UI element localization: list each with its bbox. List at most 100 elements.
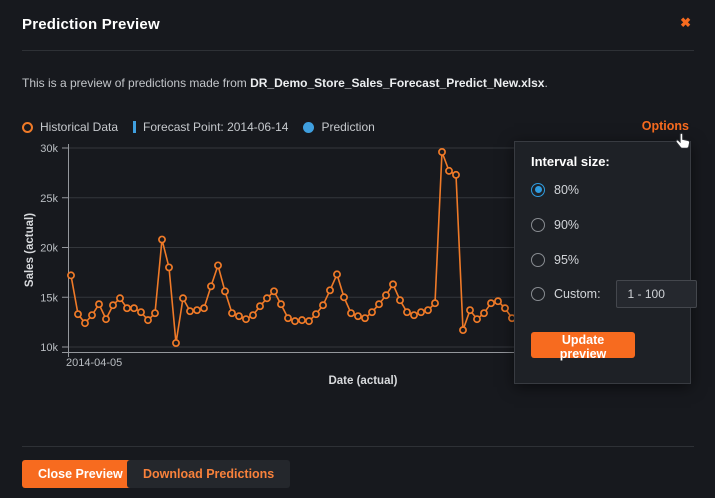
data-point-marker [396, 296, 404, 305]
close-icon[interactable]: ✖ [680, 15, 691, 30]
data-point-marker [410, 311, 418, 320]
download-predictions-button[interactable]: Download Predictions [127, 460, 291, 488]
legend-label-historical: Historical Data [40, 120, 119, 134]
data-point-marker [116, 294, 124, 303]
legend-label-prediction: Prediction [321, 120, 375, 134]
radio-95[interactable]: 95% [531, 252, 674, 267]
data-point-marker [438, 148, 446, 156]
data-point-marker [81, 319, 89, 328]
data-point-marker [151, 309, 159, 318]
data-point-marker [123, 304, 131, 313]
data-point-marker [249, 311, 257, 320]
x-axis-title: Date (actual) [328, 375, 398, 387]
data-point-marker [186, 307, 194, 316]
data-point-marker [130, 304, 138, 313]
y-axis-title: Sales (actual) [24, 212, 36, 288]
y-tick-label: 15k [40, 292, 58, 304]
legend-item-forecast-point: Forecast Point: 2014-06-14 [133, 120, 288, 134]
radio-90-label: 90% [554, 217, 580, 232]
data-point-marker [452, 170, 460, 179]
options-link[interactable]: Options [641, 119, 689, 133]
radio-95-icon[interactable] [531, 252, 545, 267]
forecast-point-marker-icon [133, 121, 137, 133]
radio-80-icon[interactable] [531, 182, 545, 197]
data-point-marker [256, 302, 264, 311]
data-point-marker [473, 315, 481, 324]
data-point-marker [74, 310, 82, 319]
data-point-marker [102, 315, 110, 324]
data-point-marker [88, 311, 96, 320]
legend-label-forecast-point: Forecast Point: 2014-06-14 [143, 120, 289, 134]
data-point-marker [361, 314, 369, 323]
data-point-marker [389, 280, 397, 289]
data-point-marker [172, 339, 180, 347]
historical-series-line [70, 151, 513, 344]
radio-90-icon[interactable] [531, 217, 545, 232]
intro-prefix: This is a preview of predictions made fr… [22, 76, 251, 90]
radio-custom-icon[interactable] [531, 287, 545, 301]
data-point-marker [193, 306, 201, 315]
data-point-marker [368, 308, 376, 317]
data-point-marker [95, 300, 103, 309]
intro-suffix: . [544, 76, 548, 90]
intro-text: This is a preview of predictions made fr… [22, 76, 548, 90]
data-point-marker [291, 317, 299, 326]
footer-divider [22, 446, 694, 447]
interval-options-popup: Interval size: 80% 90% 95% Custom: Updat… [514, 141, 697, 384]
data-point-marker [375, 300, 383, 309]
data-point-marker [382, 291, 390, 300]
legend-item-historical: Historical Data [22, 120, 118, 134]
header-divider [22, 50, 694, 51]
data-point-marker [333, 270, 341, 279]
data-point-marker [144, 316, 152, 325]
data-point-marker [494, 297, 502, 306]
data-point-marker [109, 301, 117, 310]
y-tick-label: 20k [40, 243, 58, 255]
interval-size-heading: Interval size: [531, 154, 610, 169]
data-point-marker [501, 304, 509, 313]
data-point-marker [480, 309, 488, 318]
data-point-marker [340, 293, 348, 302]
close-preview-button[interactable]: Close Preview [22, 460, 139, 488]
modal-title: Prediction Preview [22, 16, 160, 33]
legend-item-prediction: Prediction [303, 120, 375, 134]
data-point-marker [200, 304, 208, 313]
data-point-marker [459, 326, 467, 335]
data-point-marker [424, 306, 432, 315]
data-point-marker [270, 287, 278, 296]
chart-legend: Historical Data Forecast Point: 2014-06-… [22, 120, 375, 134]
data-point-marker [354, 312, 362, 321]
data-point-marker [466, 306, 474, 315]
radio-80-label: 80% [554, 182, 580, 197]
radio-custom-label: Custom: [554, 287, 601, 301]
data-point-marker [319, 301, 327, 310]
source-filename: DR_Demo_Store_Sales_Forecast_Predict_New… [250, 76, 545, 90]
radio-custom[interactable]: Custom: [531, 280, 697, 308]
data-point-marker [347, 309, 355, 318]
data-point-marker [158, 235, 166, 244]
data-point-marker [326, 286, 334, 295]
custom-interval-input[interactable] [615, 280, 697, 308]
data-point-marker [179, 294, 187, 303]
data-point-marker [221, 287, 229, 296]
data-point-marker [284, 314, 292, 323]
data-point-marker [277, 300, 285, 309]
data-point-marker [137, 308, 145, 317]
data-point-marker [312, 310, 320, 319]
data-point-marker [165, 263, 173, 272]
update-preview-button[interactable]: Update preview [531, 332, 635, 361]
radio-80[interactable]: 80% [531, 182, 674, 197]
y-tick-label: 10k [40, 342, 58, 354]
data-point-marker [403, 308, 411, 317]
data-point-marker [214, 261, 222, 270]
data-point-marker [305, 317, 313, 326]
radio-90[interactable]: 90% [531, 217, 674, 232]
x-tick-label: 2014-04-05 [66, 357, 122, 369]
data-point-marker [487, 299, 495, 308]
data-point-marker [445, 166, 453, 175]
data-point-marker [235, 312, 243, 321]
data-point-marker [228, 309, 236, 318]
data-point-marker [431, 299, 439, 308]
data-point-marker [263, 294, 271, 303]
